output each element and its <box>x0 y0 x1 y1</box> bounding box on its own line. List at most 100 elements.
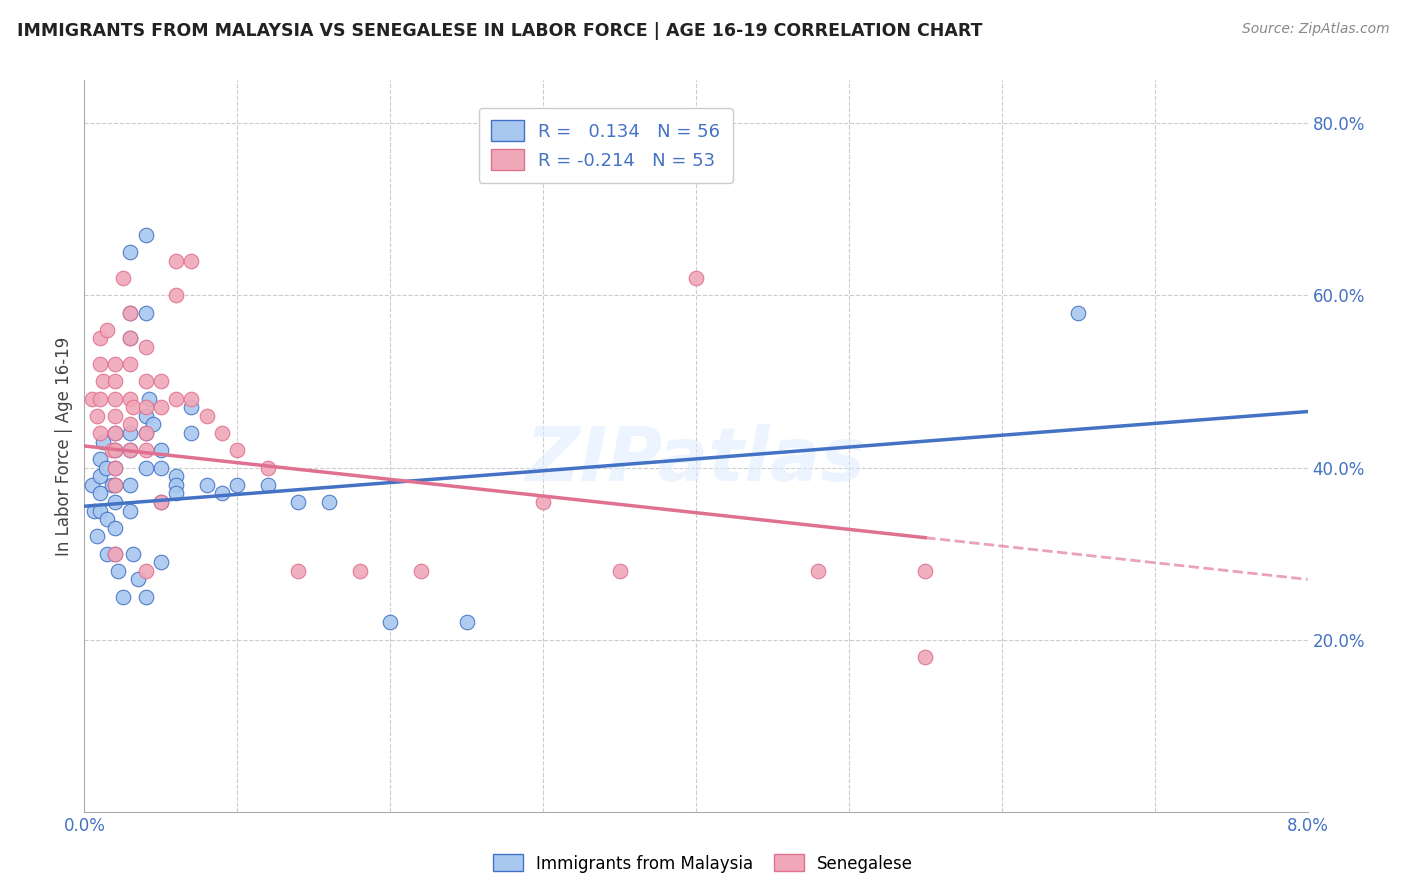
Point <box>101 443 124 458</box>
Point <box>120 305 142 319</box>
Point <box>101 477 124 491</box>
Point <box>96 512 118 526</box>
Point <box>89 451 111 466</box>
Point <box>127 573 149 587</box>
Point <box>104 547 127 561</box>
Point <box>104 495 127 509</box>
Point <box>86 409 108 423</box>
Point <box>257 460 280 475</box>
Point <box>409 564 432 578</box>
Point <box>135 305 157 319</box>
Point <box>89 426 111 441</box>
Point <box>107 564 129 578</box>
Point <box>122 547 145 561</box>
Point <box>287 495 309 509</box>
Point <box>149 375 172 389</box>
Point <box>120 331 142 345</box>
Point <box>104 477 127 491</box>
Point <box>120 443 142 458</box>
Point <box>807 564 830 578</box>
Point <box>135 460 157 475</box>
Point <box>287 564 309 578</box>
Point <box>104 477 127 491</box>
Point <box>104 460 127 475</box>
Point <box>149 495 172 509</box>
Point <box>96 323 118 337</box>
Point <box>120 305 142 319</box>
Point <box>380 615 402 630</box>
Text: IMMIGRANTS FROM MALAYSIA VS SENEGALESE IN LABOR FORCE | AGE 16-19 CORRELATION CH: IMMIGRANTS FROM MALAYSIA VS SENEGALESE I… <box>17 22 983 40</box>
Point <box>349 564 371 578</box>
Point <box>89 503 111 517</box>
Point <box>165 254 187 268</box>
Point <box>104 547 127 561</box>
Point <box>1067 305 1090 319</box>
Point <box>89 331 111 345</box>
Point <box>138 392 160 406</box>
Point <box>86 529 108 543</box>
Point <box>135 401 157 415</box>
Point <box>149 443 172 458</box>
Point <box>104 392 127 406</box>
Point <box>120 426 142 441</box>
Point <box>195 477 218 491</box>
Point <box>104 443 127 458</box>
Point <box>91 434 114 449</box>
Point <box>89 486 111 500</box>
Point <box>180 392 202 406</box>
Point <box>135 564 157 578</box>
Point <box>104 375 127 389</box>
Point <box>104 357 127 371</box>
Point <box>609 564 631 578</box>
Point <box>226 477 249 491</box>
Point <box>120 417 142 432</box>
Point <box>456 615 478 630</box>
Point <box>135 409 157 423</box>
Point <box>135 426 157 441</box>
Point <box>211 486 233 500</box>
Point <box>89 469 111 483</box>
Point <box>149 495 172 509</box>
Point <box>135 590 157 604</box>
Point <box>120 392 142 406</box>
Y-axis label: In Labor Force | Age 16-19: In Labor Force | Age 16-19 <box>55 336 73 556</box>
Point <box>104 521 127 535</box>
Legend: Immigrants from Malaysia, Senegalese: Immigrants from Malaysia, Senegalese <box>486 847 920 880</box>
Point <box>120 443 142 458</box>
Point <box>135 426 157 441</box>
Point <box>180 254 202 268</box>
Point <box>165 469 187 483</box>
Point <box>226 443 249 458</box>
Legend: R =   0.134   N = 56, R = -0.214   N = 53: R = 0.134 N = 56, R = -0.214 N = 53 <box>478 108 733 183</box>
Point <box>94 460 117 475</box>
Point <box>104 460 127 475</box>
Point <box>165 477 187 491</box>
Point <box>195 409 218 423</box>
Point <box>149 401 172 415</box>
Text: Source: ZipAtlas.com: Source: ZipAtlas.com <box>1241 22 1389 37</box>
Point <box>120 477 142 491</box>
Point <box>165 486 187 500</box>
Point <box>180 401 202 415</box>
Point <box>180 426 202 441</box>
Point <box>135 228 157 243</box>
Point <box>685 271 707 285</box>
Point <box>122 401 145 415</box>
Point <box>149 460 172 475</box>
Point <box>89 357 111 371</box>
Point <box>257 477 280 491</box>
Point <box>104 409 127 423</box>
Point <box>120 503 142 517</box>
Point <box>111 271 134 285</box>
Point <box>165 392 187 406</box>
Point <box>120 331 142 345</box>
Point <box>80 392 103 406</box>
Point <box>83 503 105 517</box>
Point <box>111 590 134 604</box>
Point <box>80 477 103 491</box>
Text: ZIPatlas: ZIPatlas <box>526 424 866 497</box>
Point <box>142 417 165 432</box>
Point <box>211 426 233 441</box>
Point <box>914 649 936 664</box>
Point <box>165 288 187 302</box>
